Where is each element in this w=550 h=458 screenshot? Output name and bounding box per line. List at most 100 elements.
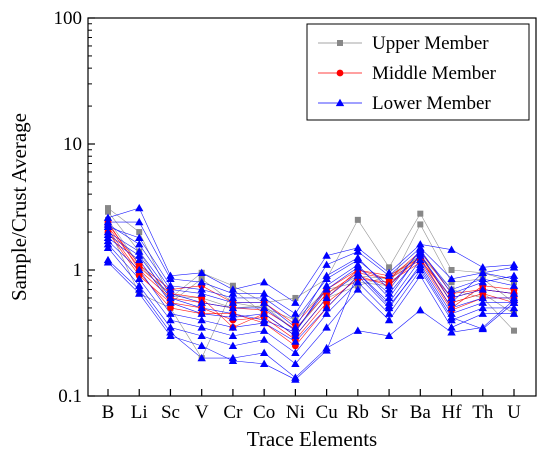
data-point [384,285,394,293]
legend-marker [336,69,344,77]
data-point [166,298,175,306]
data-point [103,258,113,266]
data-point [509,309,519,317]
plot-lines [107,207,515,380]
data-point [511,327,517,334]
series-line [107,224,515,328]
data-point [197,323,206,331]
data-point [478,278,487,286]
data-point [166,331,175,340]
data-point [197,331,206,340]
data-point [135,240,144,248]
data-point [447,274,456,283]
data-point [416,263,425,271]
data-point [259,326,269,334]
data-point [353,278,363,286]
data-point [384,289,394,297]
data-point [166,323,175,331]
data-point [228,323,238,331]
data-point [384,271,394,279]
data-point [135,281,144,289]
y-tick-label: 100 [54,8,83,29]
data-point [135,217,144,226]
data-point [166,293,175,302]
data-point [259,359,269,367]
data-point [166,285,175,293]
x-axis-ticks: B Li Sc V Cr Co Ni Cu Rb Sr Ba Hf Th U [102,389,521,423]
data-point [353,326,363,334]
data-point [228,303,238,312]
data-point [322,251,331,259]
series-line [107,207,515,304]
data-point [259,293,269,302]
data-point [417,221,424,228]
legend-marker [337,40,343,46]
series-line [107,244,514,354]
data-point [384,331,394,340]
x-tick-label: Rb [347,402,369,423]
x-axis-title: Trace Elements [247,427,377,451]
data-point [291,323,300,331]
data-point [259,278,269,286]
data-point [447,293,456,302]
data-point [353,243,363,251]
data-point [135,247,144,255]
data-point [197,278,206,286]
data-point [259,315,269,324]
data-point [228,341,238,350]
data-point [322,271,331,279]
data-point [291,348,300,357]
data-point [259,303,269,312]
x-tick-label: Co [253,402,275,423]
data-point [509,298,519,306]
data-point [353,247,363,255]
data-point [353,285,363,293]
data-point [416,245,425,253]
x-tick-label: Ba [410,402,432,423]
data-point [291,328,300,336]
x-tick-label: U [507,402,521,423]
series-line [107,262,515,380]
data-point [447,309,456,317]
data-point [448,267,455,273]
data-point [291,337,300,345]
data-point [322,285,331,293]
legend-label: Middle Member [372,63,497,84]
data-point [228,289,238,297]
data-point [291,309,300,317]
series-line [108,221,515,315]
data-point [322,281,331,289]
data-point [166,281,175,289]
series-line [107,231,514,341]
data-point [417,210,424,217]
data-point [197,285,206,293]
data-point [228,309,238,317]
y-tick-label: 0.1 [58,386,82,407]
data-point [197,289,206,297]
x-tick-label: B [102,402,115,423]
data-point [384,301,394,309]
data-point [448,279,455,286]
data-point [478,298,487,306]
data-point [322,303,331,312]
data-point [322,323,331,331]
data-point [103,213,113,221]
series-line [107,259,515,378]
data-point [259,309,269,317]
data-point [197,298,206,306]
data-point [478,293,487,302]
y-tick-label: 1 [73,260,83,281]
data-point [166,309,175,317]
x-tick-label: Hf [442,402,463,423]
data-point [166,274,175,283]
data-point [135,251,144,259]
data-point [509,289,519,297]
x-tick-label: Cr [223,402,243,423]
y-axis-title: Sample/Crust Average [7,113,31,301]
x-tick-label: V [195,402,209,423]
data-point [259,289,269,297]
data-point [135,265,144,274]
data-point [354,216,361,223]
series-line [107,237,514,337]
